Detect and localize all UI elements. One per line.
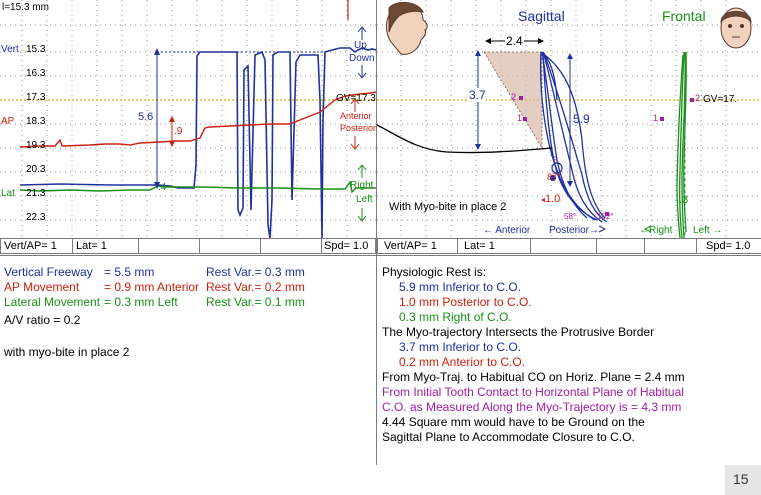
rr-line-4: 0.3 mm Right of C.O.: [399, 310, 512, 324]
report-vertical-rest: Rest Var.= 0.3 mm: [206, 265, 305, 279]
rr-line-10: C.O. as Measured Along the Myo-Trajector…: [382, 400, 682, 414]
left-status-spd: Spd= 1.0: [324, 240, 369, 252]
report-lat-label: Lateral Movement: [4, 295, 101, 309]
width-measure-label: 2.4: [505, 34, 524, 48]
left-status-vertap: Vert/AP= 1: [4, 240, 57, 252]
dir-right-label: Right: [350, 180, 374, 191]
report-vertical-label: Vertical Freeway: [4, 265, 93, 279]
measure-ap-label: .9: [174, 126, 183, 137]
y-tick-1: 16.3: [26, 68, 46, 79]
rr-line-5: The Myo-trajectory Intersects the Protru…: [382, 325, 655, 339]
right-status-spd: Spd= 1.0: [706, 240, 751, 252]
point-1-label: 1: [517, 113, 523, 123]
small-mark-1: 58°: [564, 212, 577, 221]
angle-label: 87°: [547, 172, 561, 182]
frontal-point-2-label: 2: [695, 93, 701, 103]
channel-label-lat: Lat: [1, 188, 15, 199]
rr-line-8: From Myo-Traj. to Habitual CO on Horiz. …: [382, 370, 685, 384]
rr-line-9: From Initial Tooth Contact to Horizontal…: [382, 385, 684, 399]
point-2-label: 2: [511, 92, 517, 102]
point-3-label: 3: [553, 155, 559, 165]
small-mark-2: 102°: [597, 212, 614, 221]
sagittal-title: Sagittal: [518, 8, 565, 24]
bottom-measure-label: 1.0: [545, 193, 561, 205]
sagittal-trajectories: [540, 51, 608, 223]
dir-posterior-right: Posterior→: [549, 225, 600, 236]
rr-line-12: Sagittal Plane to Accommodate Closure to…: [382, 430, 635, 444]
dir-up-label: Up: [354, 40, 367, 51]
up-down-arrows: [357, 26, 367, 79]
right-chart-panel: Sagittal Frontal 2.4 3.7 5.9 1.0 87° 1 2…: [376, 0, 761, 255]
left-report-panel: Vertical Freeway = 5.5 mm Rest Var.= 0.3…: [0, 255, 376, 465]
report-ap-rest: Rest Var.= 0.2 mm: [206, 280, 305, 294]
rr-line-6: 3.7 mm Inferior to C.O.: [399, 340, 522, 354]
height-measure-label: 3.7: [469, 88, 486, 102]
y-tick-3: 18.3: [26, 116, 46, 127]
gv-label-right: GV=17.: [703, 94, 738, 105]
dir-anterior-right: ← Anterior: [483, 225, 531, 236]
left-chart-panel: l=15.3 mm Vert AP Lat 15.3 16.3 17.3 18.…: [0, 0, 376, 255]
dir-right-frontal: ←Right: [639, 225, 673, 236]
right-report-panel: Physiologic Rest is: 5.9 mm Inferior to …: [376, 255, 761, 465]
report-note: with myo-bite in place 2: [4, 345, 130, 359]
lat-trace: [19, 180, 376, 194]
report-lat-rest: Rest Var.= 0.1 mm: [206, 295, 305, 309]
right-chart: [377, 0, 761, 239]
dir-left-frontal: Left →: [693, 225, 723, 236]
y-tick-0: 15.3: [26, 44, 46, 55]
myo-bite-note: With Myo-bite in place 2: [389, 201, 507, 213]
y-tick-5: 20.3: [26, 164, 46, 175]
right-status-lat: Lat= 1: [464, 240, 495, 252]
frontal-point-1-label: 1: [653, 113, 659, 123]
frontal-head-icon: [720, 7, 752, 49]
figure-number-box: [725, 465, 761, 495]
report-lat-value: = 0.3 mm Left: [104, 295, 178, 309]
right-status-vertap: Vert/AP= 1: [384, 240, 437, 252]
frontal-measure-label: .3: [679, 194, 689, 206]
report-av-ratio: A/V ratio = 0.2: [4, 313, 81, 327]
dir-anterior-label: Anterior: [340, 111, 372, 121]
left-status-lat: Lat= 1: [76, 240, 107, 252]
dir-down-label: Down: [349, 53, 375, 64]
figure-number: 15: [733, 471, 749, 487]
channel-label-vert: Vert: [1, 44, 19, 55]
frontal-trajectories: [676, 51, 687, 239]
measure-lat-label: .4: [158, 182, 167, 193]
left-chart: [0, 0, 376, 239]
dir-left-label: Left: [356, 194, 373, 205]
left-status-bar: Vert/AP= 1 Lat= 1 Spd= 1.0: [0, 238, 376, 254]
rr-line-11: 4.44 Square mm would have to be Ground o…: [382, 415, 645, 429]
report-ap-value: = 0.9 mm Anterior: [104, 280, 200, 294]
measure-main-label: 5.6: [138, 111, 154, 123]
gv-label-left: GV=17.3: [336, 93, 376, 104]
rr-line-3: 1.0 mm Posterior to C.O.: [399, 295, 532, 309]
myo-trajectory-curve: [377, 124, 553, 154]
sagittal-head-icon: [385, 2, 428, 55]
rr-line-7: 0.2 mm Anterior to C.O.: [399, 355, 526, 369]
right-measure-label: 5.9: [573, 112, 590, 126]
channel-label-ap: AP: [1, 116, 15, 127]
ap-trace: [19, 91, 376, 148]
report-vertical-value: = 5.5 mm: [104, 265, 155, 279]
rr-line-1: Physiologic Rest is:: [382, 265, 487, 279]
y-tick-4: 19.3: [26, 140, 46, 151]
y-tick-6: 21.3: [26, 188, 46, 199]
y-tick-2: 17.3: [26, 92, 46, 103]
right-status-bar: Vert/AP= 1 Lat= 1 Spd= 1.0: [377, 238, 761, 254]
frontal-title: Frontal: [662, 8, 706, 24]
vertical-trace: [19, 47, 376, 239]
ap-arrows: [350, 98, 360, 150]
rr-line-2: 5.9 mm Inferior to C.O.: [399, 280, 522, 294]
dir-posterior-label: Posterior: [340, 123, 376, 133]
report-ap-label: AP Movement: [4, 280, 80, 294]
scale-label: l=15.3 mm: [2, 2, 49, 13]
right-grid: [377, 0, 761, 238]
lat-arrows: [357, 164, 367, 222]
y-tick-7: 22.3: [26, 212, 46, 223]
